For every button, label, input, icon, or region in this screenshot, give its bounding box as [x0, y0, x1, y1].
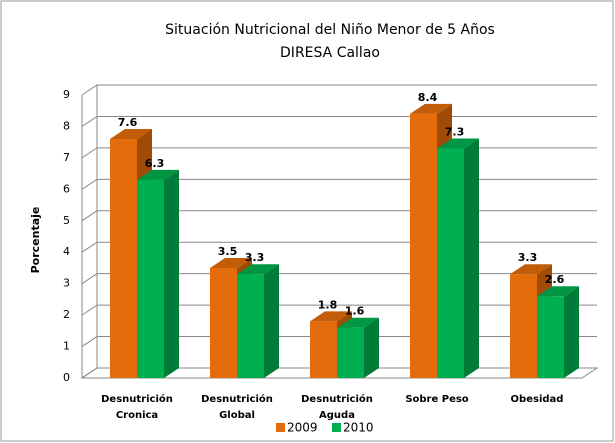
y-tick-label: 1: [63, 340, 70, 353]
y-tick-label: 7: [63, 151, 70, 164]
bar-side: [264, 264, 279, 378]
bar-top: [537, 286, 579, 297]
value-label: 1.6: [345, 305, 365, 318]
legend-swatch: [332, 423, 341, 432]
bar: [310, 321, 337, 378]
value-label: 3.3: [245, 251, 265, 264]
bar-top: [510, 264, 552, 275]
value-label: 1.8: [318, 298, 338, 311]
value-label: 7.3: [445, 125, 465, 138]
x-tick-label: Desnutrición Cronica: [101, 394, 173, 421]
y-tick-label: 8: [63, 119, 70, 132]
bar: [437, 148, 464, 378]
value-label: 2.6: [545, 273, 565, 286]
bar-side: [464, 138, 479, 378]
grid-line: [81, 84, 597, 96]
bar: [110, 139, 137, 378]
bar: [337, 327, 364, 378]
y-tick-label: 3: [63, 277, 70, 290]
bar: [237, 274, 264, 378]
legend-swatch: [276, 423, 285, 432]
y-tick-label: 9: [63, 88, 70, 101]
value-label: 6.3: [145, 157, 165, 170]
value-label: 3.5: [218, 245, 238, 258]
bar: [537, 296, 564, 378]
x-tick-label: Desnutrición Aguda: [301, 394, 373, 421]
value-label: 7.6: [118, 116, 138, 129]
bar-top: [410, 103, 452, 114]
bar-top: [210, 257, 252, 268]
bar: [510, 274, 537, 378]
value-label: 3.3: [518, 251, 538, 264]
y-tick-label: 5: [63, 214, 70, 227]
legend-label: 2009: [287, 421, 318, 435]
bar: [210, 267, 237, 378]
x-tick-label: Desnutrición Global: [201, 394, 273, 421]
legend-label: 2010: [343, 421, 374, 435]
chart-title: Situación Nutricional del Niño Menor de …: [165, 22, 495, 38]
bar: [410, 113, 437, 378]
chart-subtitle: DIRESA Callao: [280, 45, 380, 61]
y-tick-label: 0: [63, 371, 70, 384]
y-tick-label: 4: [63, 245, 70, 258]
bar-top: [310, 311, 352, 322]
bar-top: [237, 264, 279, 275]
x-tick-label: Sobre Peso: [405, 394, 469, 405]
bar-top: [110, 129, 152, 140]
bar-top: [137, 169, 179, 180]
bar: [137, 179, 164, 378]
y-tick-label: 6: [63, 182, 70, 195]
bar-top: [337, 317, 379, 328]
bar-top: [437, 138, 479, 149]
bar-side: [164, 169, 179, 378]
y-tick-label: 2: [63, 308, 70, 321]
y-axis-label: Porcentaje: [29, 207, 42, 274]
bar-side: [364, 317, 379, 378]
x-tick-label: Obesidad: [510, 394, 564, 405]
bar-side: [564, 286, 579, 378]
value-label: 8.4: [418, 91, 438, 104]
